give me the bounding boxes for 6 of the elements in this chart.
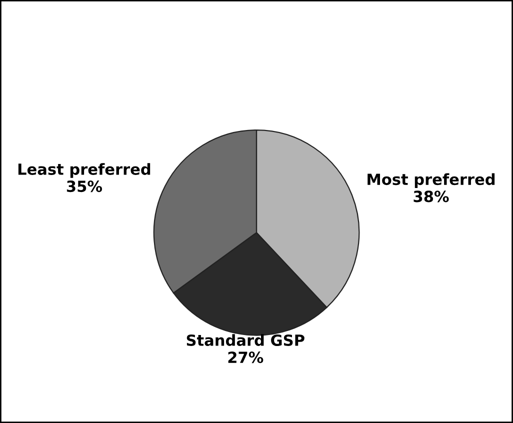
data-label: 27% <box>228 352 264 364</box>
data-label: 35% <box>66 180 102 192</box>
slice-label: Least preferred <box>18 163 150 178</box>
slice-label: Most preferred <box>368 173 495 188</box>
slice-label: Standard GSP <box>186 334 304 346</box>
data-label: 38% <box>414 190 449 202</box>
